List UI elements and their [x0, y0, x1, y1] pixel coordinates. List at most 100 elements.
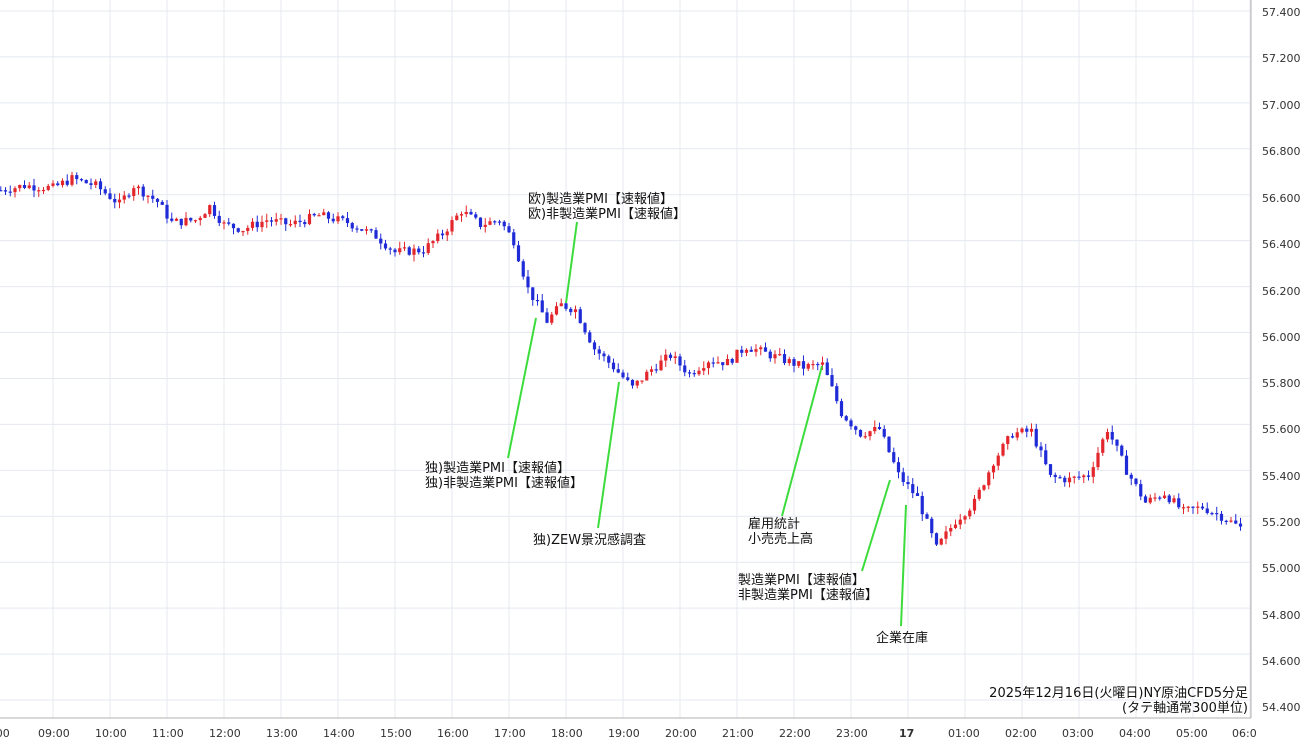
candle-down: [920, 496, 924, 515]
candle-up: [1006, 436, 1010, 444]
candle-down: [170, 218, 174, 221]
y-tick-label: 54.800: [1262, 609, 1300, 622]
x-tick-label: 17:00: [494, 727, 526, 740]
candle-down: [1039, 446, 1043, 451]
candle-up: [1067, 477, 1072, 483]
candle-up: [550, 314, 554, 323]
candle-up: [673, 356, 677, 358]
candle-up: [117, 199, 122, 203]
candle-up: [702, 368, 706, 371]
annotation-eu-pmi-1: 欧)製造業PMI【速報値】: [528, 191, 673, 207]
candle-down: [1200, 506, 1205, 509]
x-tick-label: 10:00: [95, 727, 127, 740]
candle-down: [1048, 464, 1053, 475]
x-tick-label: 04:00: [1119, 727, 1151, 740]
candle-up: [1229, 520, 1233, 522]
candle-up: [46, 185, 50, 190]
candle-down: [1134, 478, 1138, 485]
candle-down: [165, 204, 169, 219]
candle-down: [730, 359, 734, 363]
candle-up: [1096, 452, 1100, 468]
candle-down: [65, 180, 69, 185]
candle-up: [146, 195, 150, 197]
x-tick-label: 21:00: [722, 727, 754, 740]
candle-down: [1110, 432, 1114, 440]
candle-up: [939, 538, 943, 545]
candle-down: [345, 218, 350, 224]
candle-down: [616, 369, 620, 373]
candle-down: [1234, 520, 1238, 524]
candle-down: [497, 221, 502, 223]
candle-up: [431, 241, 435, 244]
candle-up: [293, 220, 297, 225]
x-tick-label: 05:00: [1176, 727, 1208, 740]
candle-up: [307, 213, 312, 225]
candle-up: [322, 212, 326, 216]
candle-down: [269, 220, 274, 222]
candle-down: [711, 362, 715, 364]
candle-up: [37, 190, 41, 192]
candle-up: [754, 349, 758, 352]
candle-down: [830, 375, 834, 387]
candle-down: [493, 221, 497, 223]
y-tick-label: 55.800: [1262, 377, 1300, 390]
candle-down: [858, 429, 863, 437]
candle-up: [953, 524, 958, 529]
candle-up: [868, 431, 872, 437]
candle-up: [787, 359, 791, 364]
candle-down: [1238, 523, 1243, 527]
candle-down: [478, 217, 483, 227]
candle-down: [1077, 476, 1081, 478]
candle-up: [1101, 439, 1105, 453]
candle-up: [364, 229, 369, 231]
y-tick-label: 55.000: [1262, 562, 1300, 575]
annotation-zew: 独)ZEW景況感調査: [533, 532, 646, 548]
candle-down: [231, 223, 236, 229]
candle-down: [179, 218, 183, 226]
candle-down: [835, 386, 839, 402]
candle-down: [1010, 436, 1015, 438]
candle-down: [75, 175, 79, 180]
candle-down: [1025, 428, 1029, 432]
candle-up: [27, 185, 31, 188]
candle-down: [1210, 513, 1214, 515]
candle-up: [398, 248, 402, 253]
candle-down: [512, 232, 516, 246]
y-tick-label: 57.400: [1262, 6, 1300, 19]
candle-up: [649, 369, 654, 372]
candle-up: [554, 306, 559, 315]
candle-down: [1053, 474, 1057, 478]
candle-up: [1015, 432, 1019, 438]
candle-up: [122, 195, 126, 200]
candle-up: [198, 217, 202, 221]
annotation-leader-line: [861, 479, 891, 572]
candle-down: [212, 205, 217, 216]
candle-down: [849, 420, 853, 427]
annotation-de-pmi-1: 独)製造業PMI【速報値】: [425, 460, 570, 476]
candle-down: [1124, 455, 1129, 475]
candle-down: [1215, 513, 1219, 515]
grid-lines: [0, 0, 1251, 718]
candle-down: [516, 245, 521, 262]
candle-down: [84, 180, 88, 184]
y-tick-label: 56.000: [1262, 331, 1300, 344]
candle-down: [678, 356, 682, 366]
candle-down: [393, 249, 397, 253]
candle-down: [1191, 506, 1195, 508]
candle-down: [141, 186, 145, 197]
candle-up: [559, 303, 563, 307]
y-tick-label: 57.000: [1262, 99, 1300, 112]
candle-up: [635, 380, 639, 386]
y-tick-label: 56.200: [1262, 285, 1300, 298]
chart-caption: 2025年12月16日(火曜日)NY原油CFD5分足 (タテ軸通常300単位): [989, 686, 1248, 716]
candle-down: [925, 514, 929, 519]
y-axis-labels: 57.400 57.200 57.000 56.800 56.600 56.40…: [1262, 6, 1300, 714]
candle-down: [535, 299, 540, 302]
candle-down: [578, 309, 582, 324]
candle-down: [906, 482, 910, 485]
candle-down: [839, 401, 844, 417]
candle-up: [1091, 467, 1095, 477]
candle-down: [326, 212, 331, 219]
candle-up: [1153, 497, 1157, 499]
candle-up: [1181, 507, 1186, 509]
